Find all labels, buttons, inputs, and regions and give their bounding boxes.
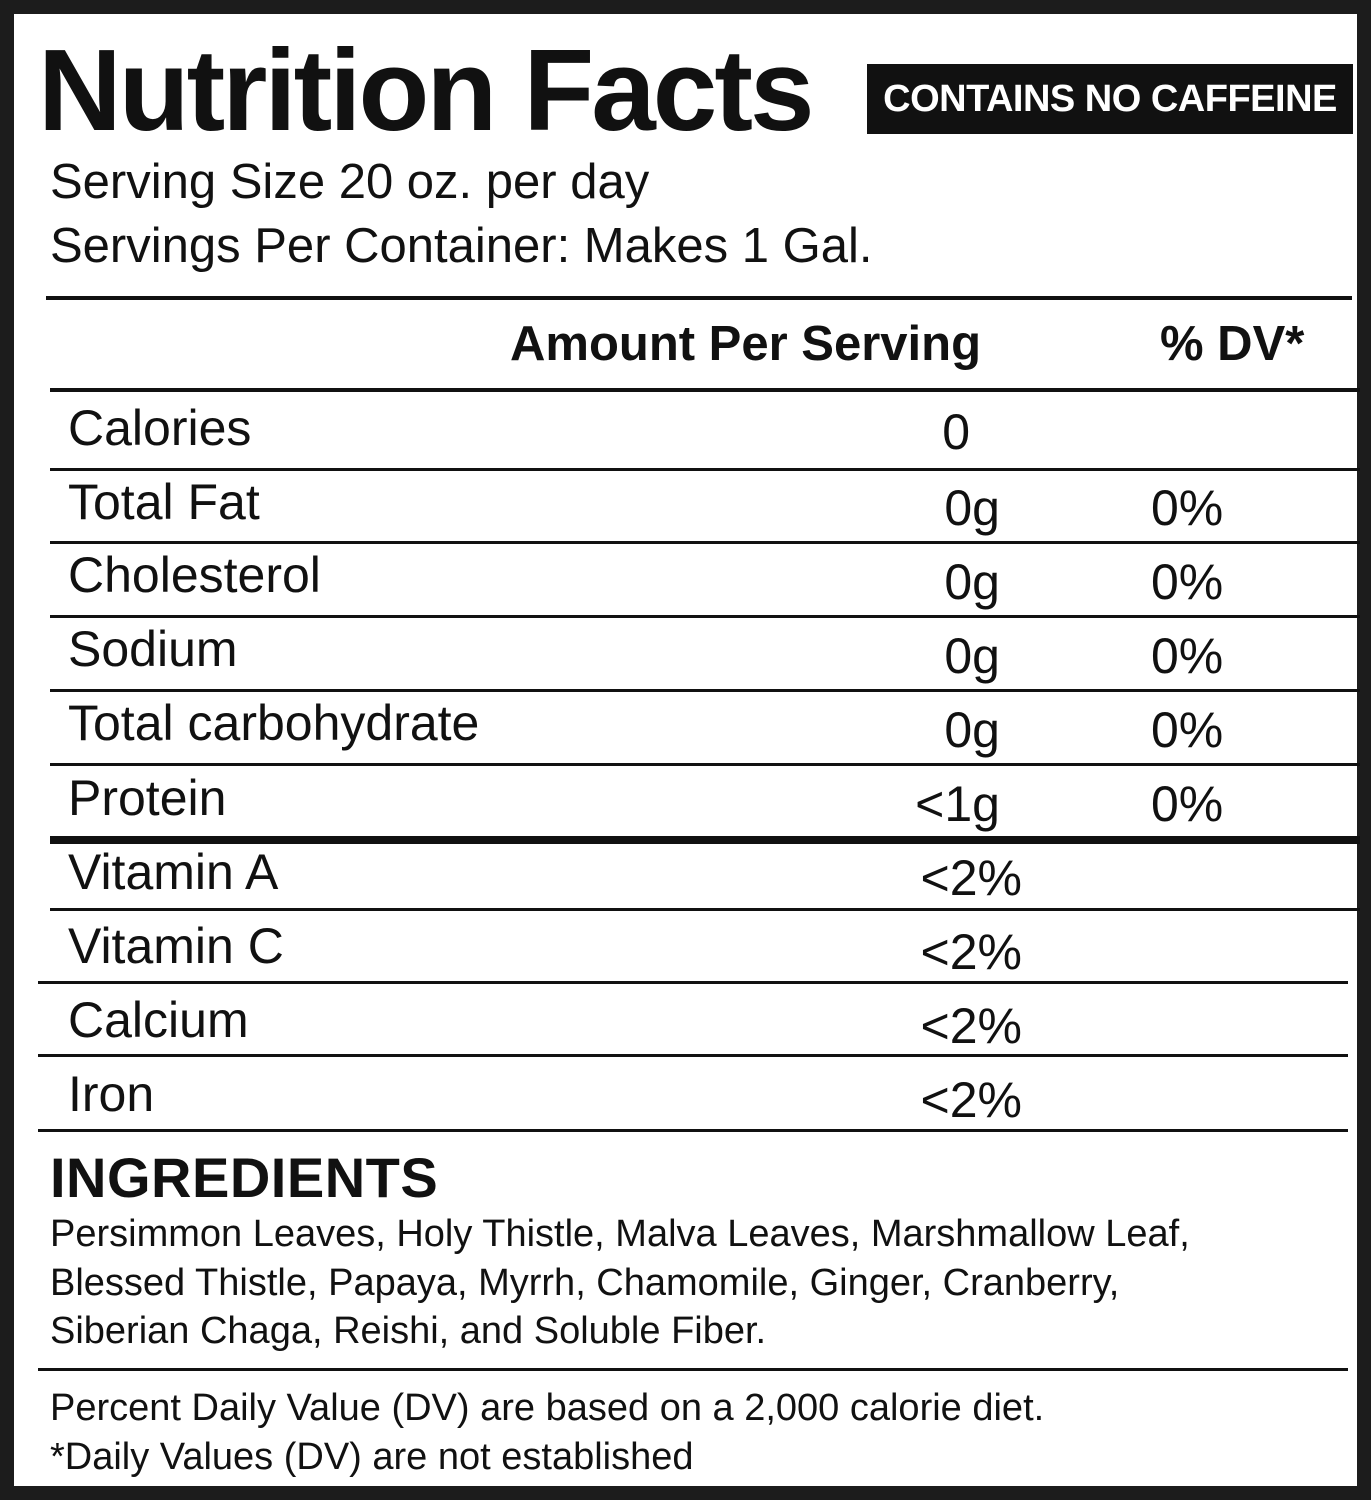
column-header-dv: % DV* — [1160, 317, 1305, 371]
serving-size: Serving Size 20 oz. per day — [50, 155, 650, 209]
divider-top — [46, 296, 1352, 300]
footnote-dv-not-established: *Daily Values (DV) are not established — [50, 1436, 694, 1478]
mineral-name: Calcium — [68, 992, 249, 1048]
row-divider — [50, 763, 1360, 766]
ingredients-heading: INGREDIENTS — [50, 1146, 439, 1209]
divider-header — [50, 388, 1360, 392]
mineral-amount: <2% — [920, 1072, 1022, 1128]
vitamin-name: Vitamin C — [68, 918, 284, 974]
nutrient-amount: 0 — [942, 404, 970, 460]
mineral-name: Iron — [68, 1066, 155, 1122]
nutrient-dv: 0% — [1151, 776, 1224, 832]
footnote-dv-basis: Percent Daily Value (DV) are based on a … — [50, 1387, 1045, 1429]
nutrient-amount: 0g — [944, 628, 1000, 684]
row-divider — [50, 908, 1360, 911]
nutrient-name: Cholesterol — [68, 547, 321, 603]
nutrient-name: Sodium — [68, 621, 238, 677]
divider-thick — [50, 836, 1360, 844]
row-divider — [38, 981, 1348, 984]
mineral-amount: <2% — [920, 998, 1022, 1054]
row-divider — [50, 468, 1360, 471]
divider-footnotes — [38, 1368, 1348, 1371]
nutrient-amount: 0g — [944, 554, 1000, 610]
nutrient-name: Total Fat — [68, 474, 260, 530]
vitamin-amount: <2% — [920, 924, 1022, 980]
nutrient-dv: 0% — [1151, 554, 1224, 610]
row-divider — [50, 541, 1360, 544]
nutrient-amount: 0g — [944, 702, 1000, 758]
ingredients-line: Persimmon Leaves, Holy Thistle, Malva Le… — [50, 1213, 1190, 1255]
row-divider — [38, 1054, 1348, 1057]
column-header-amount: Amount Per Serving — [510, 317, 982, 371]
label-title: Nutrition Facts — [38, 25, 814, 155]
nutrient-amount: <1g — [915, 776, 1000, 832]
row-divider — [50, 689, 1360, 692]
nutrient-dv: 0% — [1151, 702, 1224, 758]
nutrient-name: Calories — [68, 400, 252, 456]
caffeine-badge: CONTAINS NO CAFFEINE — [867, 64, 1353, 134]
vitamin-amount: <2% — [920, 850, 1022, 906]
nutrient-amount: 0g — [944, 480, 1000, 536]
servings-per-container: Servings Per Container: Makes 1 Gal. — [50, 219, 873, 273]
nutrient-name: Total carbohydrate — [68, 695, 480, 751]
row-divider — [50, 615, 1360, 618]
ingredients-line: Blessed Thistle, Papaya, Myrrh, Chamomil… — [50, 1262, 1120, 1304]
vitamin-name: Vitamin A — [68, 844, 279, 900]
nutrient-dv: 0% — [1151, 480, 1224, 536]
ingredients-line: Siberian Chaga, Reishi, and Soluble Fibe… — [50, 1310, 767, 1352]
divider-ingredients — [38, 1129, 1348, 1132]
nutrient-dv: 0% — [1151, 628, 1224, 684]
nutrient-name: Protein — [68, 770, 227, 826]
